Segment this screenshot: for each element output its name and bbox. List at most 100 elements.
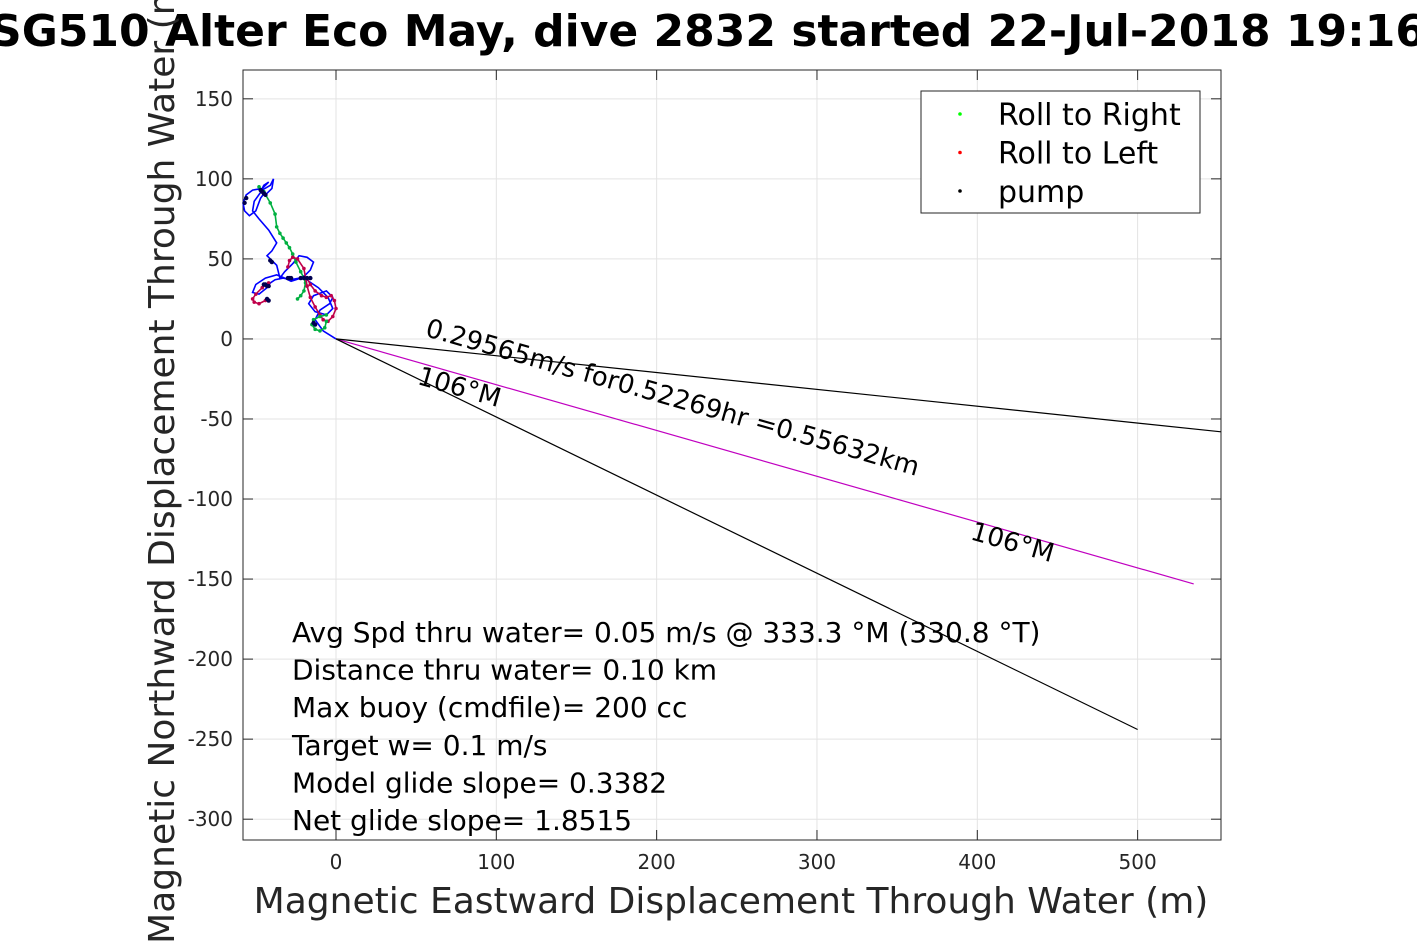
annotation-label: 106°M (967, 517, 1057, 569)
pump-points (242, 187, 318, 327)
y-tick-label: -250 (188, 727, 233, 751)
pump-point (264, 296, 270, 302)
x-tick-label: 300 (798, 850, 836, 874)
series-point (318, 314, 322, 319)
series-point (287, 245, 292, 250)
y-tick-label: -150 (188, 567, 233, 591)
series-line (335, 338, 1222, 433)
series-point (329, 293, 333, 298)
series-point (284, 241, 289, 245)
series-point (257, 301, 261, 306)
pump-point (288, 275, 294, 281)
legend-label: Roll to Right (998, 98, 1181, 133)
stats-line: Max buoy (cmdfile)= 200 cc (292, 691, 687, 724)
stats-line: Net glide slope= 1.8515 (292, 804, 632, 837)
series-point (324, 313, 329, 317)
series-point (252, 300, 257, 304)
series-point (313, 305, 317, 309)
series-point (281, 236, 285, 240)
x-tick-label: 100 (477, 850, 515, 874)
series-point (319, 293, 324, 298)
y-tick-label: 0 (220, 327, 233, 351)
series-point (302, 266, 306, 271)
series-point (330, 314, 335, 319)
series-point (308, 282, 313, 287)
x-tick-label: 400 (958, 850, 996, 874)
x-tick-label: 0 (330, 850, 343, 874)
series-line (335, 338, 1194, 585)
series-point (273, 212, 277, 216)
x-axis-label: Magnetic Eastward Displacement Through W… (254, 881, 1209, 922)
y-tick-label: 150 (195, 87, 233, 111)
y-tick-label: -200 (188, 647, 233, 671)
series-point (298, 269, 303, 274)
legend-marker (958, 150, 962, 155)
series-point (334, 306, 338, 311)
pump-point (312, 322, 318, 327)
series-point (313, 327, 317, 332)
series-point (313, 289, 317, 293)
axis-ticks: 0 100 200 300 400 500150100500-50-100-150-200… (188, 70, 1221, 874)
y-tick-label: -50 (200, 407, 233, 431)
series-point (321, 317, 325, 322)
legend-marker (958, 112, 962, 116)
pump-point (304, 275, 310, 281)
stats-line: Target w= 0.1 m/s (291, 729, 548, 762)
series-point (295, 257, 300, 261)
stats-line: Avg Spd thru water= 0.05 m/s @ 333.3 °M … (292, 616, 1040, 649)
pump-point (298, 275, 303, 281)
series-point (274, 225, 279, 229)
legend-label: pump (998, 175, 1084, 210)
series-point (266, 281, 271, 285)
pump-point (244, 195, 249, 201)
series-line (258, 186, 307, 300)
stats-line: Model glide slope= 0.3382 (292, 766, 667, 799)
series-point (290, 255, 295, 260)
series-point (294, 260, 298, 264)
pump-point (269, 259, 275, 265)
series-point (302, 289, 306, 293)
series-point (322, 325, 327, 330)
series-point (286, 265, 290, 269)
pump-point (261, 282, 267, 287)
annotations: 0.29565m/s for0.52269hr =0.55632km106°M1… (414, 314, 1057, 569)
series-point (290, 252, 295, 256)
series-point (332, 298, 337, 303)
series-point (295, 297, 300, 301)
legend-label: Roll to Left (998, 137, 1158, 172)
chart-title: SG510 Alter Eco May, dive 2832 started 2… (0, 6, 1417, 57)
x-tick-label: 200 (638, 850, 676, 874)
series-line (335, 338, 1138, 731)
series-point (308, 295, 313, 300)
series-point (298, 293, 303, 298)
y-axis-label: Magnetic Northward Displacement Through … (142, 0, 183, 944)
y-tick-label: -100 (188, 487, 233, 511)
y-tick-label: 50 (208, 247, 233, 271)
series-point (324, 295, 329, 300)
y-tick-label: 100 (195, 167, 233, 191)
stats-line: Distance thru water= 0.10 km (292, 654, 717, 687)
series-point (254, 292, 258, 296)
plot-area-border (242, 69, 1222, 841)
series-point (278, 231, 282, 236)
series-point (324, 319, 329, 324)
pump-point (308, 275, 313, 281)
pump-point (301, 275, 307, 281)
series-point (250, 297, 255, 301)
pump-point (242, 200, 247, 206)
pump-point (263, 192, 268, 198)
series-point (287, 258, 292, 263)
stats-block: Avg Spd thru water= 0.05 m/s @ 333.3 °M … (291, 616, 1040, 837)
legend-box (920, 90, 1201, 214)
series-point (257, 185, 261, 189)
series-point (305, 284, 309, 288)
series-point (318, 329, 322, 333)
annotation-label: 106°M (414, 362, 504, 414)
series-point (311, 317, 316, 322)
x-tick-label: 500 (1119, 850, 1157, 874)
series-point (260, 285, 265, 290)
y-tick-label: -300 (188, 807, 233, 831)
legend-marker (958, 189, 962, 193)
